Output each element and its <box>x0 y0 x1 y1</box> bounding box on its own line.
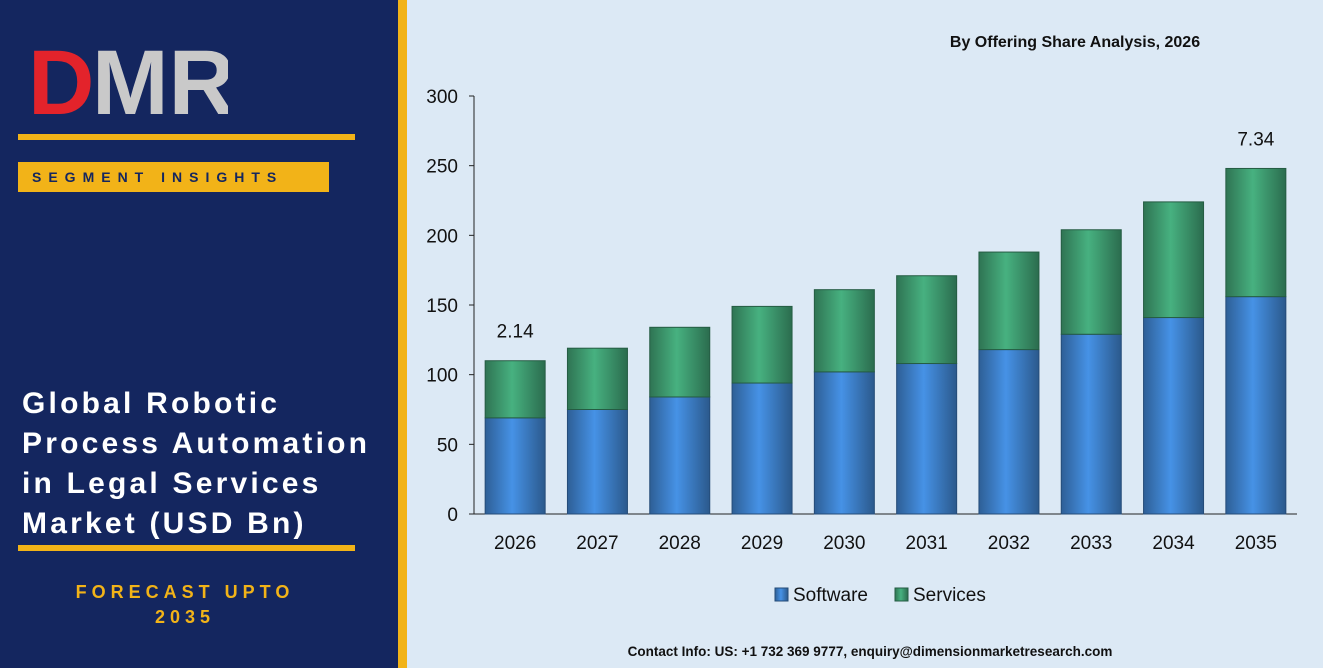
bar-services-2034 <box>1143 201 1205 319</box>
chart-subtitle: By Offering Share Analysis, 2026 <box>949 34 1201 51</box>
bar-services-2026 <box>484 360 546 419</box>
sidebar-panel: D MR SEGMENT INSIGHTS Global Robotic Pro… <box>0 0 398 668</box>
bar-software-2035 <box>1225 296 1287 515</box>
bar-software-2031 <box>896 363 958 515</box>
legend-swatch-software <box>774 587 789 602</box>
y-tick-label: 300 <box>426 87 458 108</box>
x-tick-label: 2031 <box>906 533 948 554</box>
y-tick-label: 150 <box>426 296 458 317</box>
forecast-line-2: 2035 <box>154 607 216 627</box>
y-tick-label: 200 <box>426 226 458 247</box>
bar-software-2030 <box>813 371 875 515</box>
bar-services-2030 <box>813 289 875 373</box>
bar-services-2029 <box>731 305 793 384</box>
x-tick-label: 2028 <box>659 533 701 554</box>
bar-total-annotation: 7.34 <box>1237 129 1274 150</box>
report-title: Global Robotic Process Automation in Leg… <box>22 387 371 540</box>
bar-services-2031 <box>896 275 958 365</box>
y-tick-label: 0 <box>447 505 458 526</box>
forecast-label: FORECAST UPTO 2035 <box>30 580 340 630</box>
forecast-line-1: FORECAST UPTO <box>75 582 295 602</box>
bar-software-2034 <box>1143 317 1205 515</box>
bar-services-2032 <box>978 251 1040 351</box>
x-tick-label: 2026 <box>494 533 536 554</box>
x-tick-label: 2034 <box>1152 533 1195 554</box>
y-tick-label: 100 <box>426 366 458 387</box>
bar-total-annotation: 2.14 <box>497 322 534 343</box>
accent-divider <box>398 0 407 668</box>
segment-insights-badge: SEGMENT INSIGHTS <box>18 162 329 192</box>
legend-label-software: Software <box>793 585 868 606</box>
bar-software-2028 <box>649 396 711 515</box>
dmr-logo: D MR <box>28 38 228 122</box>
x-tick-label: 2027 <box>576 533 618 554</box>
bar-services-2027 <box>566 347 628 410</box>
logo-letter-d: D <box>28 38 94 122</box>
x-tick-label: 2029 <box>741 533 783 554</box>
x-tick-label: 2035 <box>1235 533 1277 554</box>
bar-services-2033 <box>1060 229 1122 335</box>
legend-swatch-services <box>894 587 909 602</box>
x-tick-label: 2032 <box>988 533 1030 554</box>
bar-software-2026 <box>484 417 546 515</box>
title-underline <box>18 545 355 551</box>
x-tick-label: 2033 <box>1070 533 1112 554</box>
y-tick-label: 250 <box>426 157 458 178</box>
logo-letters-mr: MR <box>92 38 228 122</box>
logo-underline <box>18 134 355 140</box>
legend-label-services: Services <box>913 585 986 606</box>
y-tick-label: 50 <box>437 435 458 456</box>
bar-software-2027 <box>566 409 628 515</box>
bar-services-2028 <box>649 326 711 398</box>
x-tick-label: 2030 <box>823 533 865 554</box>
bar-software-2033 <box>1060 333 1122 515</box>
bar-software-2029 <box>731 382 793 515</box>
contact-info: Contact Info: US: +1 732 369 9777, enqui… <box>627 644 1113 659</box>
bar-services-2035 <box>1225 167 1287 298</box>
bar-software-2032 <box>978 349 1040 515</box>
